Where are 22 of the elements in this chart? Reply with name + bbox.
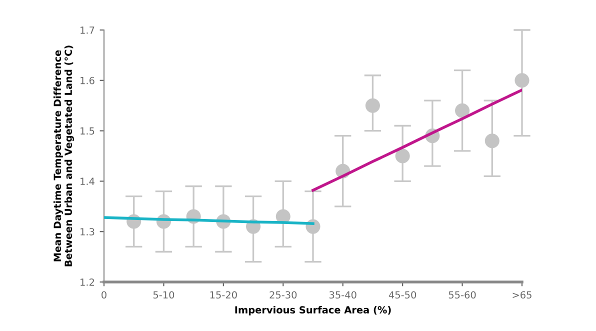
x-axis-title: Impervious Surface Area (%) bbox=[235, 306, 391, 316]
x-tick-label: 35-40 bbox=[329, 291, 356, 299]
point bbox=[484, 134, 500, 148]
y-tick-label: 1.7 bbox=[80, 26, 94, 34]
x-tick-label: 15-20 bbox=[210, 291, 237, 299]
x-tick-label: >65 bbox=[512, 291, 532, 299]
x-tick-label: 45-50 bbox=[388, 291, 416, 299]
y-tick-label: 1.6 bbox=[80, 76, 94, 84]
y-tick-label: 1.3 bbox=[80, 228, 94, 236]
x-tick-label: 55-60 bbox=[448, 291, 476, 299]
y-axis-title: Mean Daytime Temperature Difference Between Urban and Vegetated Land (°C) bbox=[54, 46, 74, 266]
y-tick-label: 1.5 bbox=[80, 127, 94, 135]
point bbox=[395, 148, 410, 164]
x-tick-label: 5-10 bbox=[153, 291, 174, 299]
point bbox=[514, 73, 530, 88]
point bbox=[455, 103, 470, 118]
point bbox=[365, 98, 380, 113]
x-tick-label: 25-30 bbox=[270, 291, 297, 299]
line-series bbox=[312, 88, 522, 192]
y-tick-label: 1.4 bbox=[80, 178, 94, 185]
y-tick-label: 1.2 bbox=[80, 278, 94, 286]
x-tick-label: 0 bbox=[102, 291, 106, 299]
